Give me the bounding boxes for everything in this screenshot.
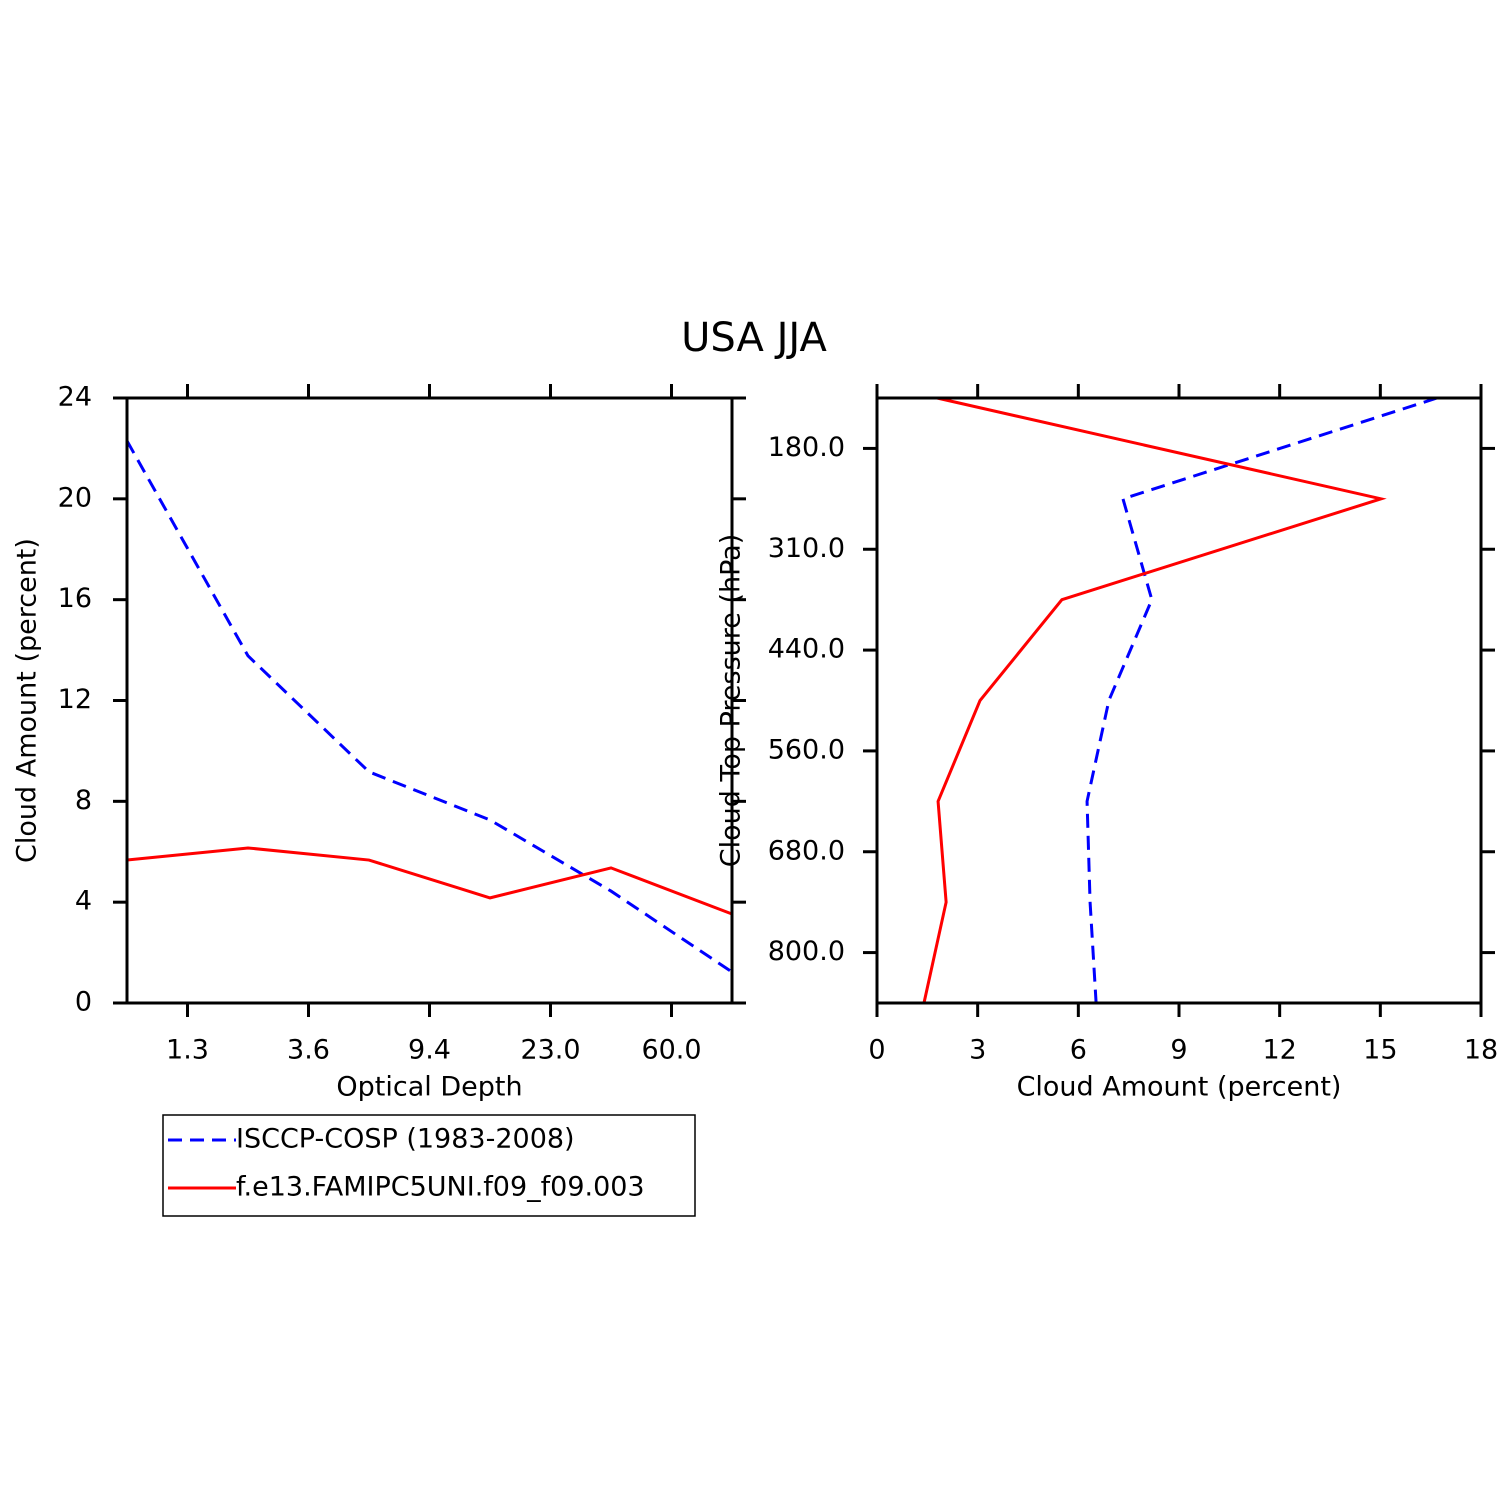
x-tick-label: 9 xyxy=(1170,1035,1187,1066)
y-tick-label: 24 xyxy=(58,382,92,413)
y-tick-label: 680.0 xyxy=(768,835,845,866)
legend-label: ISCCP-COSP (1983-2008) xyxy=(236,1124,575,1155)
plot-frame xyxy=(875,396,1483,1005)
x-axis-label: Cloud Amount (percent) xyxy=(1017,1072,1342,1103)
x-tick-label: 12 xyxy=(1262,1035,1296,1066)
y-tick-label: 560.0 xyxy=(768,734,845,765)
x-tick-label: 0 xyxy=(868,1035,885,1066)
x-axis-label: Optical Depth xyxy=(336,1072,522,1103)
y-tick-label: 8 xyxy=(75,785,92,816)
x-tick-label: 15 xyxy=(1363,1035,1397,1066)
y-tick-label: 310.0 xyxy=(768,533,845,564)
x-tick-label: 3 xyxy=(969,1035,986,1066)
y-tick-label: 440.0 xyxy=(768,634,845,665)
y-tick-label: 0 xyxy=(75,987,92,1018)
x-tick-label: 18 xyxy=(1464,1035,1498,1066)
data-line xyxy=(922,396,1387,1004)
data-line xyxy=(126,846,733,916)
data-line xyxy=(1085,396,1438,1004)
plot-frame xyxy=(125,396,734,1005)
y-tick-label: 180.0 xyxy=(768,432,845,463)
y-tick-label: 4 xyxy=(75,886,92,917)
x-tick-label: 60.0 xyxy=(641,1035,701,1066)
figure-title: USA JJA xyxy=(681,315,827,361)
legend-label: f.e13.FAMIPC5UNI.f09_f09.003 xyxy=(236,1172,645,1203)
x-tick-label: 1.3 xyxy=(166,1035,209,1066)
legend-box xyxy=(162,1114,696,1217)
y-tick-label: 20 xyxy=(58,482,92,513)
x-tick-label: 23.0 xyxy=(520,1035,580,1066)
y-axis-label: Cloud Top Pressure (hPa) xyxy=(716,534,747,868)
x-tick-label: 3.6 xyxy=(287,1035,330,1066)
x-tick-label: 6 xyxy=(1070,1035,1087,1066)
y-tick-label: 16 xyxy=(58,583,92,614)
y-tick-label: 800.0 xyxy=(768,936,845,967)
x-tick-label: 9.4 xyxy=(408,1035,451,1066)
y-tick-label: 12 xyxy=(58,684,92,715)
y-axis-label: Cloud Amount (percent) xyxy=(12,538,43,863)
data-line xyxy=(125,440,733,974)
